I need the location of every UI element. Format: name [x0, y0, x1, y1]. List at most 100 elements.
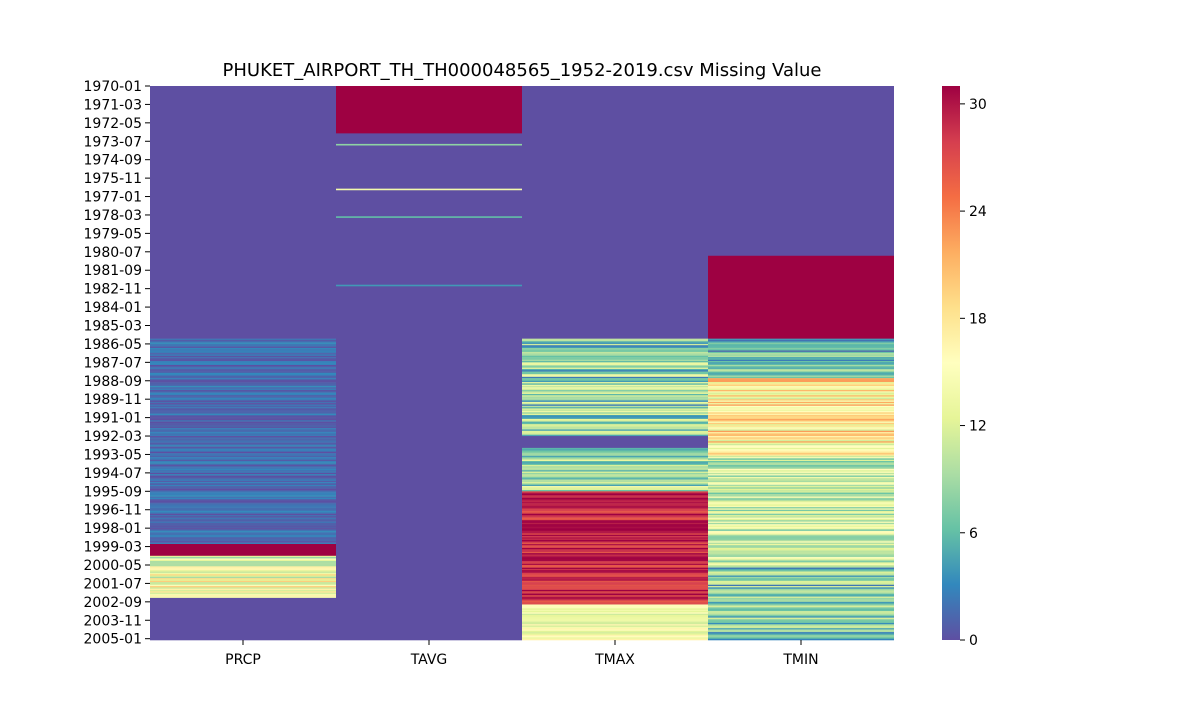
heatmap-cell-tmin: [708, 468, 894, 471]
heatmap-cell-tmin: [708, 368, 894, 371]
heatmap-cell-tmin: [708, 520, 894, 522]
heatmap-cell-tmin: [708, 516, 894, 518]
heatmap-cell-tmin: [708, 546, 894, 549]
heatmap-cell-tmin: [708, 376, 894, 379]
heatmap-cell-tmax: [522, 403, 708, 405]
heatmap-cell-tmax: [522, 524, 708, 526]
heatmap-cell-tmax: [522, 614, 708, 617]
heatmap-cell-prcp: [150, 387, 336, 389]
heatmap-cell-prcp: [150, 396, 336, 399]
colorbar-tick-label: 30: [969, 97, 987, 113]
heatmap-cell-tmin: [708, 424, 894, 426]
heatmap-cell-tmax: [522, 605, 708, 608]
heatmap-cell-tmax: [522, 489, 708, 492]
heatmap-cell-prcp: [150, 592, 336, 595]
heatmap-cell-prcp: [150, 388, 336, 391]
heatmap-cell-prcp: [150, 368, 336, 371]
heatmap-cell-tmax: [522, 388, 708, 391]
heatmap-cell-tmax: [522, 600, 708, 603]
heatmap-cell-tmax: [522, 436, 708, 449]
heatmap-cell-tmin: [708, 472, 894, 475]
heatmap-cell-tmax: [522, 616, 708, 618]
heatmap-cell-tmax: [522, 486, 708, 488]
y-tick-label: 1996-11: [84, 503, 143, 519]
heatmap-cell-tmax: [522, 529, 708, 532]
heatmap-cell-tmin: [708, 443, 894, 446]
heatmap-cell-tmin: [708, 626, 894, 629]
y-tick-label: 1984-01: [84, 300, 143, 316]
heatmap-cell-tmin: [708, 629, 894, 632]
heatmap-cell-tmin: [708, 386, 894, 388]
heatmap-cell-tavg: [336, 188, 522, 191]
heatmap-cell-tmin: [708, 608, 894, 611]
heatmap-cell-tmax: [522, 575, 708, 578]
heatmap-cell-tmax: [522, 397, 708, 400]
heatmap-cell-tmin: [708, 597, 894, 600]
heatmap-cell-tmax: [522, 387, 708, 389]
heatmap-cell-tmin: [708, 504, 894, 507]
colorbar-tick-label: 24: [969, 204, 987, 220]
heatmap-cell-prcp: [150, 433, 336, 436]
heatmap-cell-prcp: [150, 417, 336, 420]
heatmap-cell-tmin: [708, 338, 894, 341]
heatmap-cell-tmin: [708, 378, 894, 380]
heatmap-cell-tmin: [708, 442, 894, 445]
heatmap-cell-tmin: [708, 462, 894, 464]
heatmap-cell-tmin: [708, 449, 894, 451]
heatmap-cell-tmin: [708, 497, 894, 500]
heatmap-cell-tmin: [708, 622, 894, 625]
heatmap-cell-tmax: [522, 484, 708, 487]
heatmap-cell-tmax: [522, 526, 708, 529]
heatmap-cell-tmin: [708, 450, 894, 453]
colorbar: 0 6 12 18 24 30: [942, 86, 987, 649]
heatmap-cell-tmin: [708, 617, 894, 620]
heatmap-cell-tmin: [708, 357, 894, 359]
heatmap-cell-prcp: [150, 455, 336, 458]
heatmap-cell-tmax: [522, 518, 708, 521]
heatmap-cell-tmin: [708, 583, 894, 586]
heatmap-cell-tmin: [708, 458, 894, 461]
heatmap-cell-tmin: [708, 496, 894, 499]
heatmap-cell-tmin: [708, 588, 894, 591]
heatmap-cell-tmin: [708, 451, 894, 454]
heatmap-cell-tmin: [708, 612, 894, 614]
heatmap-cell-tmin: [708, 345, 894, 347]
heatmap-cell-prcp: [150, 451, 336, 454]
heatmap-cell-tmin: [708, 418, 894, 421]
heatmap-cell-tmin: [708, 362, 894, 364]
heatmap-cell-prcp: [150, 428, 336, 430]
heatmap-cell-tmax: [522, 345, 708, 347]
heatmap-cell-prcp: [150, 458, 336, 461]
heatmap-cell-tmax: [522, 633, 708, 636]
heatmap-cell-prcp: [150, 576, 336, 579]
heatmap-cell-tmin: [708, 353, 894, 355]
heatmap-cell-prcp: [150, 480, 336, 483]
heatmap-cell-tmin: [708, 538, 894, 541]
heatmap-cell-tmax: [522, 607, 708, 609]
heatmap-cell-prcp: [150, 509, 336, 512]
heatmap-cell-prcp: [150, 447, 336, 450]
heatmap-cell-tmax: [522, 425, 708, 428]
heatmap-cell-tmax: [522, 434, 708, 437]
heatmap-cell-tmax: [522, 414, 708, 417]
heatmap-cell-prcp: [150, 430, 336, 433]
heatmap-cell-tmin: [708, 412, 894, 414]
y-tick-label: 1998-01: [84, 521, 143, 537]
heatmap-cell-prcp: [150, 501, 336, 504]
heatmap-cell-tmin: [708, 512, 894, 514]
heatmap-cell-tmax: [522, 504, 708, 507]
heatmap-cell-tmin: [708, 600, 894, 603]
heatmap-cell-tmin: [708, 255, 894, 339]
heatmap-cell-tmax: [522, 376, 708, 379]
heatmap-cell-tmax: [522, 399, 708, 401]
heatmap-cell-prcp: [150, 530, 336, 533]
heatmap-cell-tmin: [708, 434, 894, 437]
heatmap-cell-prcp: [150, 418, 336, 421]
heatmap-cell-tmin: [708, 511, 894, 513]
heatmap-cell-prcp: [150, 397, 336, 400]
heatmap-cell-tmin: [708, 401, 894, 404]
heatmap-cell-tmin: [708, 483, 894, 486]
heatmap-cell-tmin: [708, 537, 894, 539]
heatmap-cell-prcp: [150, 422, 336, 425]
